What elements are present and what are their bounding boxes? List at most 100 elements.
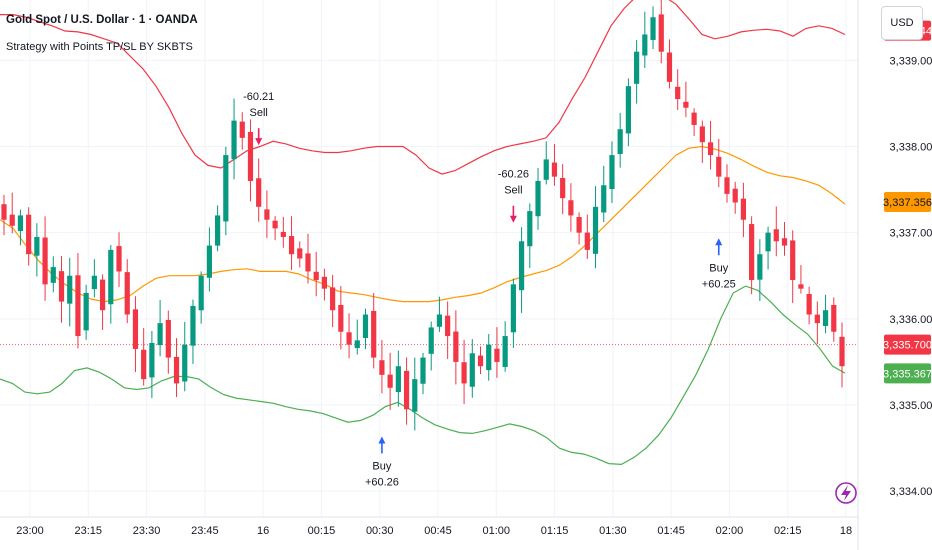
candle-body	[305, 253, 311, 272]
candle-body	[354, 340, 360, 349]
candle-body	[75, 275, 81, 337]
series-line-lower	[0, 285, 846, 466]
candle-body	[395, 366, 401, 393]
x-tick-label: 16	[257, 525, 269, 537]
candle-body	[822, 310, 829, 326]
candle-body	[831, 304, 837, 332]
candle-body	[428, 327, 434, 354]
candle-body	[231, 120, 237, 160]
price-label-text: 3,335.700	[883, 340, 932, 352]
signal-label: Buy	[709, 262, 728, 274]
price-label-middle: 3,337.356	[883, 191, 932, 212]
y-tick-label: 3,337.000	[890, 228, 932, 240]
currency-button[interactable]: USD	[881, 6, 923, 40]
price-label-bg	[884, 191, 931, 212]
candle-body	[387, 374, 393, 388]
x-tick-label: 23:00	[16, 525, 44, 537]
candle-body	[198, 275, 204, 311]
candle-body	[26, 214, 32, 255]
candle-body	[510, 284, 516, 333]
candle-body	[675, 86, 681, 100]
candle-body	[790, 240, 796, 281]
price-label-lower: 3,335.367	[883, 363, 932, 384]
candle-body	[568, 200, 574, 216]
candle-body	[190, 305, 196, 346]
x-tick-label: 02:00	[716, 525, 744, 537]
signal-pnl: +60.25	[702, 278, 736, 290]
candle-body	[806, 294, 812, 315]
candle-body	[297, 248, 303, 259]
candle-body	[781, 238, 788, 246]
x-tick-label: 01:30	[599, 525, 627, 537]
x-tick-label: 01:15	[541, 525, 569, 537]
candle-body	[403, 370, 410, 410]
y-tick-label: 3,336.000	[890, 314, 932, 326]
x-tick-label: 01:00	[483, 525, 511, 537]
signal-arrow-head	[715, 238, 723, 246]
candle-body	[773, 229, 779, 242]
lightning-logo-icon[interactable]	[835, 482, 857, 504]
candle-body	[732, 188, 738, 203]
candle-body	[551, 162, 558, 177]
candle-body	[362, 314, 369, 339]
candle-body	[560, 177, 566, 199]
candle-body	[256, 178, 262, 207]
candle-body	[67, 275, 73, 304]
candle-body	[724, 177, 730, 194]
candle-body	[42, 237, 48, 285]
candle-body	[814, 314, 820, 324]
candle-body	[288, 236, 295, 255]
candle-body	[839, 336, 845, 367]
signal-label: Sell	[504, 185, 522, 197]
candle-body	[17, 215, 24, 232]
candle-body	[740, 198, 747, 220]
candle-body	[576, 217, 582, 233]
signal-label: Sell	[250, 107, 268, 119]
candle-body	[379, 360, 385, 375]
y-tick-label: 3,334.000	[890, 486, 932, 498]
candle-body	[223, 155, 229, 222]
candle-body	[584, 232, 590, 250]
candle-body	[149, 342, 155, 378]
candle-body	[116, 246, 122, 272]
candle-body	[83, 292, 89, 331]
candle-body	[9, 214, 15, 226]
price-label-text: 3,337.356	[883, 197, 932, 209]
candle-body	[321, 276, 328, 289]
x-tick-label: 23:45	[191, 525, 219, 537]
price-label-text: 3,335.367	[883, 368, 932, 380]
candle-body	[601, 185, 607, 213]
candle-body	[650, 17, 656, 40]
candle-body	[99, 279, 106, 311]
candle-body	[461, 362, 467, 384]
signal-pnl: -60.26	[498, 169, 529, 181]
candle-body	[313, 271, 319, 281]
candle-body	[1, 204, 7, 220]
y-tick-label: 3,338.000	[890, 141, 932, 153]
candle-body	[371, 310, 377, 358]
candle-body	[634, 51, 640, 84]
candle-body	[757, 254, 763, 280]
candle-body	[173, 356, 180, 384]
chart-title: Gold Spot / U.S. Dollar · 1 · OANDA	[6, 14, 198, 26]
price-label-last: 3,335.700	[883, 334, 932, 355]
candle-body	[527, 211, 533, 247]
candle-body	[330, 287, 336, 311]
candle-body	[609, 155, 615, 189]
y-tick-label: 3,335.000	[890, 400, 932, 412]
signal-arrow-head	[509, 215, 517, 223]
x-tick-label: 23:15	[75, 525, 103, 537]
candle-body	[469, 353, 475, 387]
candle-body	[699, 126, 705, 143]
series-line-middle	[0, 145, 846, 303]
candle-body	[691, 112, 697, 125]
candle-body	[141, 349, 147, 380]
candle-body	[436, 314, 443, 327]
candle-body	[280, 231, 286, 237]
x-tick-label: 00:45	[424, 525, 452, 537]
signal-arrow-head	[255, 138, 263, 146]
candle-body	[239, 121, 245, 138]
x-tick-label: 01:45	[657, 525, 685, 537]
strategy-label: Strategy with Points TP/SL BY SKBTS	[6, 41, 193, 53]
